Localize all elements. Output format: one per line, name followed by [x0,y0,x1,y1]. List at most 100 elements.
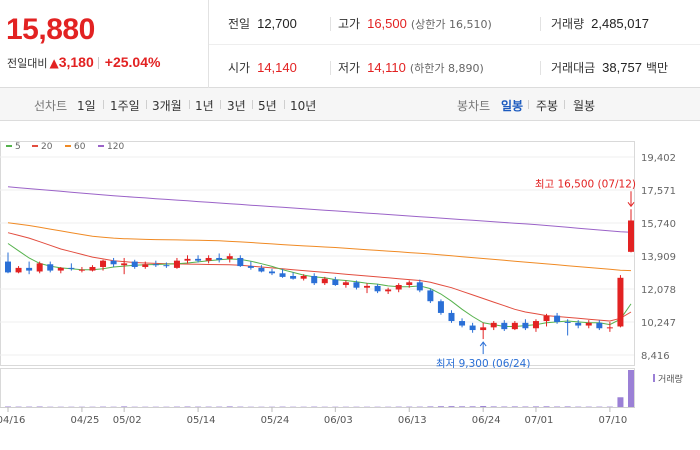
candle-body [121,263,128,266]
divider [189,100,190,109]
low-label: 저가 [338,61,361,75]
volume-bar [121,406,128,408]
divider [540,61,541,75]
x-tick-label: 06/03 [324,415,353,426]
period-weekly[interactable]: 주봉 [536,99,559,113]
divider [97,57,99,69]
x-axis: 04/16 04/25 05/02 05/14 05/24 06/03 06/13 06/24… [0,407,635,426]
period-10y[interactable]: 10년 [290,99,317,113]
candle-body [596,322,603,329]
divider [330,17,331,31]
high-arrowhead-icon [627,202,635,208]
x-tick-label: 04/25 [71,415,100,426]
period-3m[interactable]: 3개월 [152,99,182,113]
y-tick-label: 12,078 [641,285,676,296]
candle-body [279,273,286,277]
trade-value-value: 38,757 [602,60,642,75]
candle-body [522,322,529,329]
period-daily[interactable]: 일봉 [501,99,524,113]
volume-bar [480,406,487,407]
y-tick-label: 19,402 [641,153,676,164]
volume-bar [448,406,455,407]
divider [564,100,565,109]
up-arrow-icon: ▲ [49,56,59,70]
low-arrowhead-icon [479,341,487,347]
candle-body [268,271,275,274]
candle-body [100,260,107,267]
legend-swatch [32,145,38,147]
period-1d[interactable]: 1일 [77,99,96,113]
plot-border [0,141,635,366]
candle-body [57,267,64,271]
candle-body [564,321,571,323]
price-box: 15,880 전일대비 ▲3,180 +25.04% [0,0,209,88]
volume-bar [532,406,539,408]
candle-body [237,257,244,267]
candle-body [321,278,328,284]
volume-bar [459,406,466,408]
candle-body [511,322,518,330]
period-3y[interactable]: 3년 [227,99,246,113]
candle-body [205,257,212,261]
change-label: 전일대비 [7,57,48,70]
period-monthly[interactable]: 월봉 [573,99,596,113]
period-1y[interactable]: 1년 [195,99,214,113]
volume-bar [5,406,11,408]
volume-border [0,368,635,408]
x-tick-label: 06/13 [398,415,427,426]
volume-bar [617,397,624,407]
volume-bar [554,406,561,408]
current-price: 15,880 [6,13,95,46]
high-value: 16,500 [367,16,407,31]
open-value: 14,140 [257,60,297,75]
y-tick-label: 15,740 [641,219,676,230]
candles [5,209,634,340]
x-tick-label: 07/01 [525,415,554,426]
candle-body [437,301,444,313]
candle-body [427,290,434,302]
candle-body [216,257,223,260]
candle-body [68,267,75,269]
candle-body [469,325,476,331]
price-chart[interactable]: 5 20 60 120 19,402 17,571 15,740 13,909 12,078 1… [0,121,700,450]
volume-bar [184,406,191,408]
candle-body [575,322,582,326]
volume-bar [628,370,634,407]
candle-body [554,315,561,322]
candle-body [173,260,180,268]
candle-body [543,315,550,322]
candle-body [532,321,539,329]
candle-body [628,220,634,252]
divider [103,100,104,109]
candle-body [332,279,339,285]
stock-summary-panel: 15,880 전일대비 ▲3,180 +25.04% 전일 12,700 고가 16,5… [0,0,700,88]
candle-body [290,275,297,279]
low-value: 14,110 [367,60,406,75]
volume-bar [36,406,43,408]
volume-bar [490,406,497,408]
x-tick-label: 07/10 [598,415,627,426]
candle-body [490,322,497,328]
trade-value-label: 거래대금 [551,61,596,75]
open-stat: 시가 14,140 [228,59,297,76]
period-5y[interactable]: 5년 [258,99,277,113]
candle-body [416,282,423,291]
change-percent: +25.04% [104,54,161,70]
x-tick-label: 04/16 [0,415,25,426]
ma-line-ma20 [7,232,632,322]
y-tick-label: 10,247 [641,318,676,329]
legend-swatch [98,145,104,147]
chart-grid [0,141,635,366]
volume-bar [226,406,233,408]
candle-body [152,264,159,266]
candle-body [26,267,33,271]
candle-body [131,261,138,267]
candle-body [110,260,117,265]
y-tick-label: 17,571 [641,186,676,197]
divider [220,100,221,109]
candle-body [448,312,455,322]
candle-body [142,264,149,267]
volume-bar [427,406,434,408]
period-1w[interactable]: 1주일 [110,99,140,113]
divider [146,100,147,109]
